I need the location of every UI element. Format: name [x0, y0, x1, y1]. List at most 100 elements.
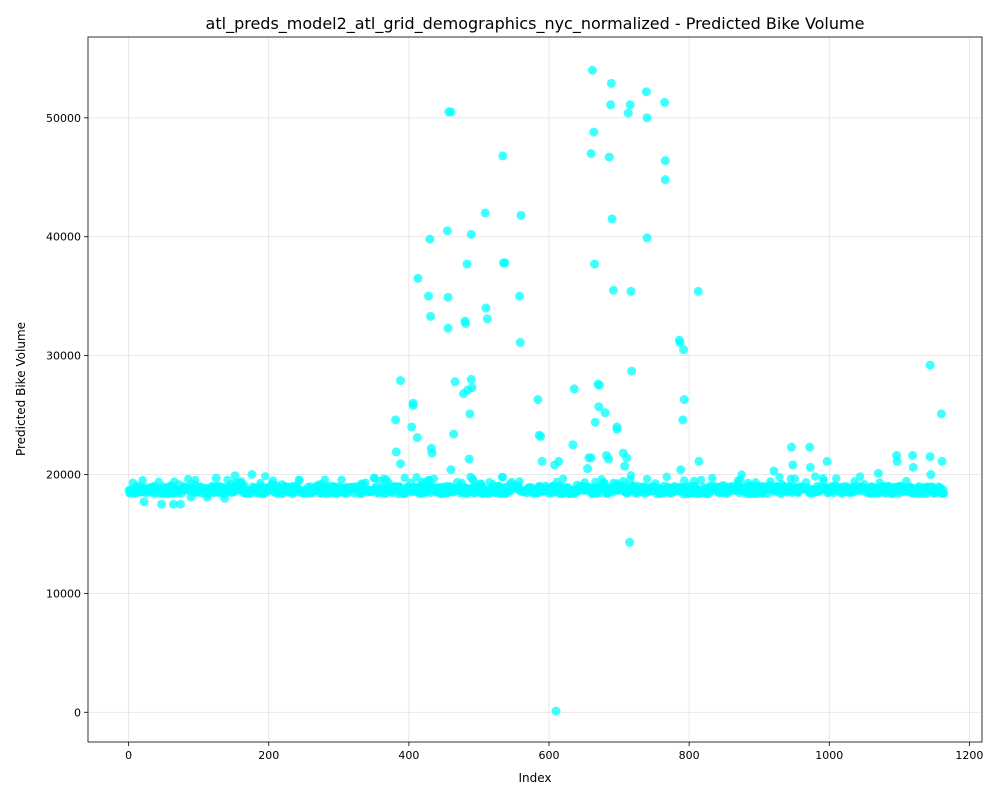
data-point [400, 473, 409, 482]
data-point [642, 113, 652, 123]
data-point [515, 338, 525, 348]
data-point [660, 97, 670, 107]
data-point [608, 285, 618, 295]
data-point [408, 401, 418, 411]
data-point [446, 107, 456, 117]
data-point [295, 476, 304, 485]
data-point [515, 291, 525, 301]
data-point [466, 229, 476, 239]
data-point [412, 473, 421, 482]
data-point [261, 472, 270, 481]
y-tick-label: 40000 [46, 231, 81, 244]
data-point [202, 492, 212, 502]
data-point [594, 402, 604, 412]
data-point [775, 472, 784, 482]
plot-area-frame [87, 36, 983, 743]
data-point [498, 472, 507, 482]
y-tick-label: 20000 [46, 469, 81, 482]
data-point [500, 258, 510, 268]
data-point [612, 424, 622, 434]
data-point [168, 499, 178, 509]
data-point [230, 471, 240, 481]
x-tick-label: 800 [679, 749, 700, 762]
data-point [536, 431, 546, 441]
data-point [407, 422, 417, 432]
data-point [627, 366, 637, 376]
x-tick-label: 200 [258, 749, 279, 762]
x-tick-label: 0 [125, 749, 132, 762]
x-tick-label: 400 [398, 749, 419, 762]
data-point [138, 475, 147, 485]
x-axis-ticks: 0 200 400 600 800 1000 1200 [125, 742, 983, 762]
data-point [606, 78, 616, 88]
data-point [442, 226, 452, 236]
data-point [925, 452, 935, 462]
data-point [443, 323, 453, 333]
data-point [498, 151, 508, 161]
data-point [361, 478, 370, 487]
data-point [625, 100, 635, 110]
data-point [786, 442, 796, 452]
x-tick-label: 600 [539, 749, 560, 762]
data-point [873, 468, 883, 478]
data-point [708, 473, 717, 483]
data-point [693, 286, 703, 296]
data-point [696, 475, 706, 485]
y-tick-label: 0 [74, 706, 81, 719]
x-tick-label: 1000 [815, 749, 843, 762]
data-point [465, 409, 475, 419]
data-point [413, 273, 423, 283]
data-point [395, 459, 405, 469]
data-point [427, 448, 437, 458]
data-point [694, 456, 704, 466]
data-point [247, 470, 257, 480]
data-point [391, 447, 401, 457]
data-point [641, 87, 651, 97]
data-point [604, 152, 614, 162]
data-point [606, 100, 616, 110]
data-point [391, 415, 401, 425]
data-point [892, 456, 902, 466]
data-point [537, 456, 547, 466]
data-point [481, 303, 491, 313]
data-point [568, 440, 578, 450]
data-point [461, 319, 471, 329]
data-point [515, 477, 524, 486]
data-point [819, 476, 828, 485]
data-point [675, 338, 685, 348]
data-point [594, 380, 604, 390]
data-point [462, 259, 472, 269]
data-point [157, 499, 167, 509]
data-point [908, 450, 918, 460]
data-point [589, 127, 599, 137]
data-point [587, 65, 597, 75]
data-point [679, 345, 689, 355]
data-point [337, 475, 346, 484]
data-point [446, 465, 456, 475]
data-point [464, 454, 474, 464]
data-point [676, 465, 686, 475]
data-point [429, 474, 439, 484]
data-point [855, 472, 865, 481]
data-point [623, 108, 633, 118]
data-point [642, 233, 652, 243]
data-point [678, 415, 688, 425]
y-tick-label: 30000 [46, 350, 81, 363]
data-point [424, 291, 434, 301]
grid-lines [88, 37, 982, 742]
data-point [805, 442, 815, 452]
y-axis-label: Predicted Bike Volume [14, 322, 28, 456]
data-point [805, 462, 815, 472]
data-point [662, 472, 671, 482]
data-points [139, 65, 947, 716]
data-point [482, 314, 492, 324]
data-point [551, 706, 561, 716]
y-axis-ticks: 0 10000 20000 30000 40000 50000 [46, 112, 88, 719]
data-point [600, 408, 610, 418]
data-point [822, 456, 832, 466]
data-point [583, 464, 593, 474]
data-point [620, 461, 630, 471]
data-point [554, 456, 564, 466]
data-point [443, 292, 453, 302]
